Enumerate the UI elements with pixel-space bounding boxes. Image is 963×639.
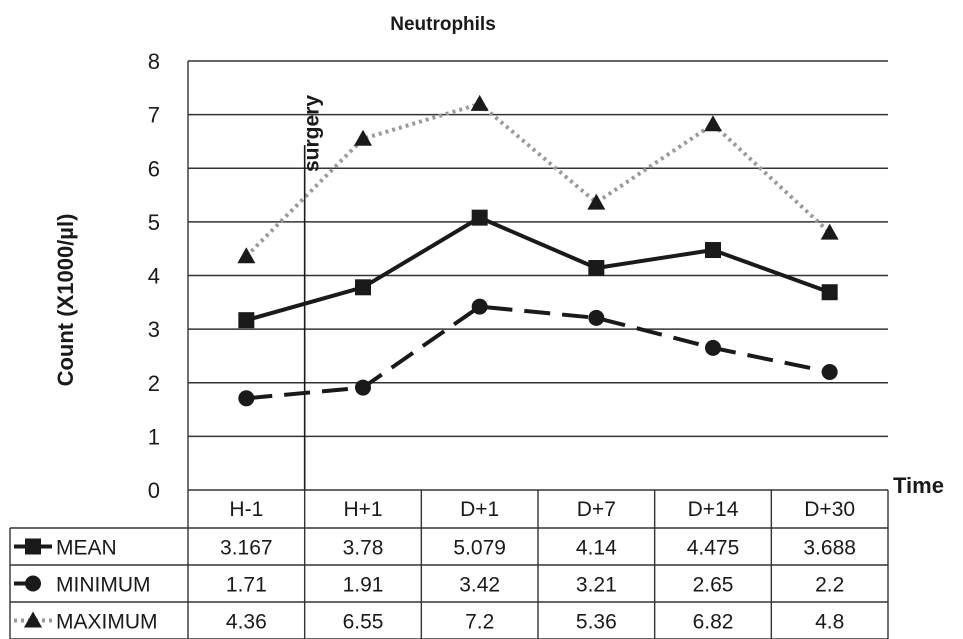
- legend-marker: [24, 611, 42, 628]
- table-cell-value: 6.55: [343, 611, 384, 634]
- legend-label: MAXIMUM: [56, 611, 158, 634]
- data-point: [471, 298, 488, 315]
- data-point: [238, 312, 255, 329]
- y-tick-label: 2: [148, 371, 160, 396]
- table-cell-value: 3.78: [343, 537, 384, 560]
- table-cell-value: 3.42: [459, 574, 500, 597]
- series-line: [244, 101, 832, 258]
- y-tick-label: 6: [148, 156, 160, 181]
- data-point: [588, 309, 605, 326]
- data-point: [704, 115, 722, 132]
- series-mean: [238, 209, 838, 329]
- legend-marker: [25, 538, 41, 555]
- table-cell-value: 4.36: [226, 611, 267, 634]
- y-tick-label: 5: [148, 210, 160, 235]
- data-point: [588, 259, 605, 276]
- data-point: [821, 284, 838, 301]
- annotations: surgery: [301, 95, 324, 490]
- y-tick-label: 0: [148, 478, 160, 503]
- data-point: [821, 364, 838, 381]
- table-cell-value: 4.14: [576, 537, 617, 560]
- table-cell-value: 7.2: [465, 611, 494, 634]
- x-tick-label: D+14: [688, 498, 739, 521]
- surgery-label: surgery: [301, 95, 324, 172]
- data-point: [587, 193, 606, 210]
- table-cell-value: 1.71: [226, 574, 267, 597]
- table-cell-value: 2.65: [693, 574, 734, 597]
- chart-title: Neutrophils: [390, 14, 496, 35]
- legend-marker: [25, 575, 41, 592]
- table-cell-value: 5.36: [576, 611, 617, 634]
- series-lines: [237, 94, 839, 407]
- x-tick-label: D+7: [577, 498, 616, 521]
- x-tick-label: D+30: [804, 498, 855, 521]
- y-axis-label: Count (X1000/µl): [53, 214, 78, 387]
- y-tick-label: 3: [148, 317, 160, 342]
- data-point: [820, 223, 839, 240]
- x-axis-label: Time: [893, 473, 944, 498]
- table-cell-value: 6.82: [693, 611, 734, 634]
- data-point: [355, 379, 371, 396]
- x-tick-label: H-1: [229, 498, 263, 521]
- data-point: [471, 209, 488, 226]
- table-cell-value: 3.167: [220, 537, 273, 560]
- data-table: H-1 H+1 D+1 D+7 D+14 D+30 MEAN 3.167 3.78 5.079 4.…: [9, 489, 889, 639]
- table-cell-value: 4.475: [687, 537, 740, 560]
- data-point: [470, 94, 489, 111]
- legend-label: MINIMUM: [56, 574, 150, 597]
- table-cell-value: 1.91: [343, 574, 384, 597]
- data-point: [705, 339, 721, 356]
- table-cell-value: 3.688: [803, 537, 856, 560]
- data-point: [238, 390, 255, 407]
- table-cell-value: 5.079: [453, 537, 506, 560]
- y-tick-label: 1: [148, 424, 160, 449]
- y-tick-label: 7: [148, 103, 160, 128]
- series-minimum: [238, 298, 838, 407]
- y-tick-label: 4: [148, 264, 160, 289]
- data-point: [237, 247, 256, 264]
- y-tick-label: 8: [148, 49, 160, 74]
- data-point: [705, 242, 721, 259]
- data-point: [355, 279, 371, 296]
- x-tick-label: D+1: [460, 498, 499, 521]
- y-tick-labels: 0 1 2 3 4 5 6 7 8: [148, 49, 160, 503]
- legend-label: MEAN: [56, 537, 117, 560]
- table-cell-value: 3.21: [576, 574, 617, 597]
- series-line: [245, 215, 831, 323]
- x-tick-label: H+1: [343, 498, 382, 521]
- series-line: [246, 304, 831, 401]
- table-cell-value: 2.2: [815, 574, 844, 597]
- series-maximum: [237, 94, 839, 264]
- data-point: [354, 129, 372, 146]
- table-cell-value: 4.8: [815, 611, 844, 634]
